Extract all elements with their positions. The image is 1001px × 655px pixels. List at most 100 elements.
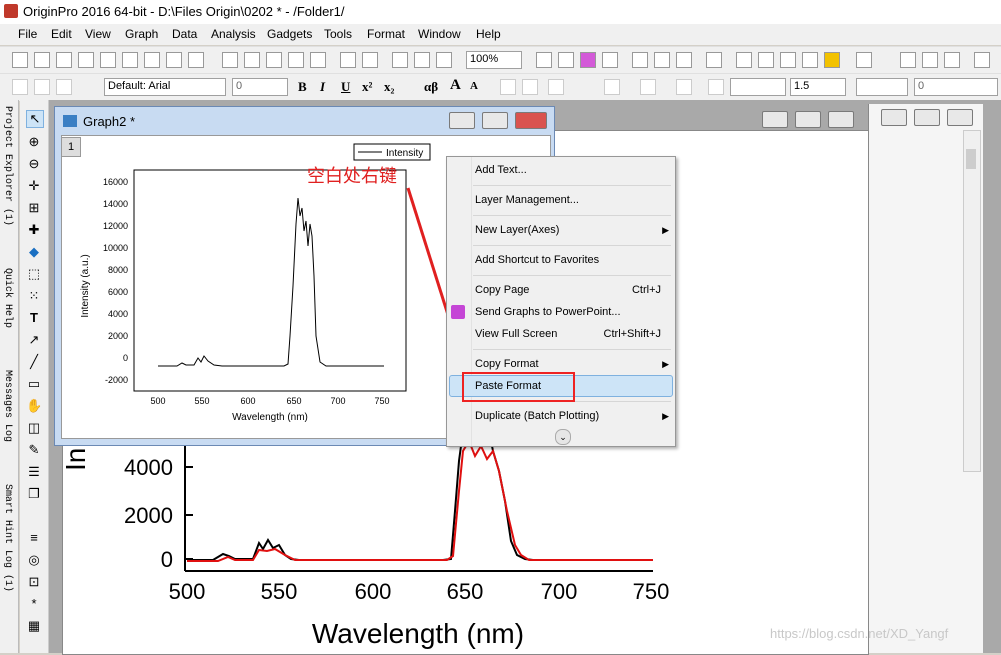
refresh-icon[interactable] [602,52,618,68]
line-width-select[interactable]: 1.5 [790,78,846,96]
new-graph-icon[interactable] [122,52,138,68]
cut-icon[interactable] [12,79,28,95]
import-icon[interactable] [310,52,326,68]
find-icon[interactable] [736,52,752,68]
bg-minimize-button[interactable] [762,111,788,128]
pattern-icon[interactable] [640,79,656,95]
grid-tool-icon[interactable]: ▦ [27,618,41,633]
zoom-in-icon[interactable]: ⊕ [28,134,40,149]
color-manager-icon[interactable] [758,52,774,68]
apps-icon[interactable] [824,52,840,68]
menu-edit[interactable]: Edit [51,27,72,41]
layer-tool-icon[interactable]: ❐ [28,486,40,501]
layer-indicator[interactable]: 1 [61,137,81,157]
draw-data-icon[interactable]: ⁙ [28,288,40,303]
new-workbook-icon[interactable] [34,52,50,68]
new-sheet-icon[interactable] [78,52,94,68]
font-size-select[interactable]: 0 [232,78,288,96]
menu-item-duplicate-batch[interactable]: Duplicate (Batch Plotting) [475,410,600,422]
menu-item-send-to-powerpoint[interactable]: Send Graphs to PowerPoint... [475,306,621,318]
menu-item-add-text[interactable]: Add Text... [475,164,527,176]
font-color-icon[interactable] [548,79,564,95]
bg-restore-button[interactable] [795,111,821,128]
list-tool-icon[interactable]: ≡ [30,530,38,545]
menu-graph[interactable]: Graph [125,27,159,41]
line-tool-icon[interactable]: ╱ [30,354,38,369]
tab-messages-log[interactable]: Messages Log [2,370,13,443]
zoom-out-icon[interactable]: ⊖ [28,156,40,171]
superscript-button[interactable]: x² [362,79,373,94]
sort-icon[interactable] [944,52,960,68]
symbol-icon[interactable] [708,79,724,95]
menu-item-view-full-screen[interactable]: View Full Screen [475,328,558,340]
greek-button[interactable]: αβ [424,79,439,94]
tab-quick-help[interactable]: Quick Help [2,268,13,329]
circle-tool-icon[interactable]: ◎ [28,552,40,567]
recalculate-icon[interactable] [392,52,408,68]
menu-view[interactable]: View [85,27,111,41]
menu-tools[interactable]: Tools [324,27,353,41]
new-project-icon[interactable] [12,52,28,68]
vertical-scrollbar[interactable] [963,130,981,472]
new-table-icon[interactable] [100,52,116,68]
menu-analysis[interactable]: Analysis [211,27,256,41]
menu-gadgets[interactable]: Gadgets [267,27,313,41]
tab-smart-hint-log[interactable]: Smart Hint Log (1) [2,484,13,593]
batch-icon[interactable] [414,52,430,68]
annotation-tool-icon[interactable]: ✎ [28,442,40,457]
graph2-restore-button[interactable] [482,112,508,129]
paste-icon[interactable] [56,79,72,95]
new-layout-icon[interactable] [166,52,182,68]
menu-item-copy-page[interactable]: Copy Page [475,284,530,296]
save-template-icon[interactable] [288,52,304,68]
chevron-double-down-icon[interactable]: ⌄ [555,429,571,445]
decrease-font-button[interactable]: A [470,80,478,92]
line-color-icon[interactable] [676,79,692,95]
bold-button[interactable]: B [298,79,307,94]
rectangle-tool-icon[interactable]: ▭ [27,376,41,391]
graph2-close-button[interactable] [515,112,547,129]
subscript-button[interactable]: x₂ [384,79,395,94]
workbook-organizer-icon[interactable] [780,52,796,68]
italic-button[interactable]: I [320,79,326,94]
underline-button[interactable]: U [341,79,351,94]
menu-item-new-layer[interactable]: New Layer(Axes) [475,224,560,236]
import-ascii-icon[interactable] [340,52,356,68]
graph2-minimize-button[interactable] [449,112,475,129]
menu-item-paste-format[interactable]: Paste Format [475,380,542,392]
panel-restore-button[interactable] [914,109,940,126]
pointer-icon[interactable]: ↖ [26,110,44,128]
bg-close-button[interactable] [828,111,854,128]
set-values-icon[interactable] [974,52,990,68]
asterisk-tool-icon[interactable]: * [31,596,37,611]
scale-icon[interactable]: ⊞ [28,200,40,215]
results-log-icon[interactable] [654,52,670,68]
legend-box[interactable] [353,143,431,161]
menu-item-layer-management[interactable]: Layer Management... [475,194,579,206]
align-center-icon[interactable] [522,79,538,95]
text-tool-icon[interactable]: T [30,310,38,325]
export-icon[interactable] [558,52,574,68]
menu-item-copy-format[interactable]: Copy Format [475,358,539,370]
tab-project-explorer[interactable]: Project Explorer (1) [2,106,13,227]
new-notes-icon[interactable] [188,52,204,68]
move-tool-icon[interactable]: ☰ [28,464,40,479]
menu-file[interactable]: File [18,27,38,41]
menu-help[interactable]: Help [476,27,501,41]
menu-data[interactable]: Data [172,27,198,41]
save-icon[interactable] [266,52,282,68]
digitizer-icon[interactable] [436,52,452,68]
data-reader-icon[interactable]: ✚ [28,222,40,237]
statistics-icon[interactable] [900,52,916,68]
new-function-icon[interactable] [144,52,160,68]
align-left-icon[interactable] [500,79,516,95]
print-icon[interactable] [536,52,552,68]
increase-font-button[interactable]: A [450,77,461,93]
new-matrix-icon[interactable] [56,52,72,68]
font-select[interactable]: Default: Arial [104,78,226,96]
screen-reader-icon[interactable]: ✛ [28,178,40,193]
menu-item-add-shortcut[interactable]: Add Shortcut to Favorites [475,254,600,266]
value-select[interactable]: 0 [914,78,998,96]
region-tool-icon[interactable]: ◫ [27,420,41,435]
panel-minimize-button[interactable] [881,109,907,126]
